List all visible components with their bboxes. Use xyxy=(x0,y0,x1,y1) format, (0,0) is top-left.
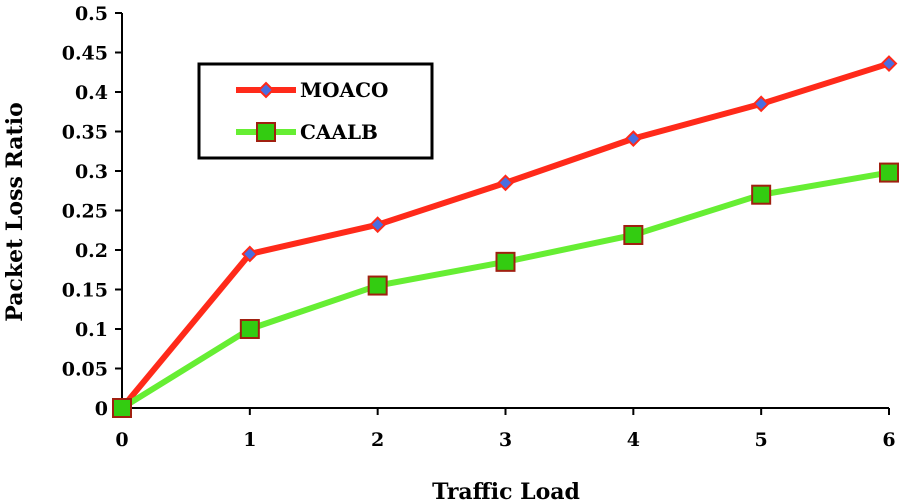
y-tick-label: 0.5 xyxy=(75,3,108,25)
y-tick-label: 0.25 xyxy=(62,201,108,223)
x-axis-title: Traffic Load xyxy=(432,479,580,504)
x-axis-ticks: 0 1 2 3 4 5 6 xyxy=(115,408,896,451)
legend-swatch-marker xyxy=(257,81,275,99)
data-point-caalb xyxy=(879,162,899,183)
x-tick-label: 4 xyxy=(627,429,640,451)
data-point-moaco xyxy=(752,95,770,113)
series-line-caalb xyxy=(119,169,892,411)
data-point-moaco xyxy=(624,130,642,148)
y-axis-title: Packet Loss Ratio xyxy=(2,102,28,321)
data-point-caalb xyxy=(751,184,772,205)
series-markers xyxy=(112,55,899,418)
x-tick-label: 3 xyxy=(499,429,512,451)
data-point-moaco xyxy=(497,174,514,192)
y-tick-label: 0.3 xyxy=(75,161,108,183)
y-tick-label: 0.2 xyxy=(75,240,108,262)
data-point-moaco xyxy=(241,245,259,263)
data-point-caalb xyxy=(367,275,388,296)
legend-label: CAALB xyxy=(300,120,378,144)
data-point-caalb xyxy=(623,224,644,245)
data-point-moaco xyxy=(369,216,387,234)
legend-box xyxy=(197,62,434,160)
data-point-caalb xyxy=(239,319,260,339)
data-point-caalb xyxy=(495,251,516,272)
y-tick-label: 0.05 xyxy=(62,359,108,381)
x-tick-label: 2 xyxy=(371,429,384,451)
x-tick-label: 1 xyxy=(243,429,256,451)
legend-swatch-marker xyxy=(256,122,276,142)
y-tick-label: 0.1 xyxy=(75,319,108,341)
legend: MOACO CAALB xyxy=(197,62,434,160)
data-point-moaco xyxy=(880,55,898,72)
y-tick-label: 0.45 xyxy=(62,43,108,65)
data-point-caalb xyxy=(112,398,132,418)
y-tick-label: 0 xyxy=(95,398,108,420)
y-tick-label: 0.15 xyxy=(62,280,108,302)
x-tick-label: 6 xyxy=(882,429,895,451)
x-tick-label: 0 xyxy=(115,429,128,451)
x-tick-label: 5 xyxy=(755,429,768,451)
y-tick-label: 0.35 xyxy=(62,122,108,144)
y-tick-label: 0.4 xyxy=(75,82,108,104)
legend-label: MOACO xyxy=(300,78,388,102)
y-axis-ticks: 0 0.05 0.1 0.15 0.2 0.25 0.3 0.35 0.4 0.45 0.5 xyxy=(62,3,122,420)
